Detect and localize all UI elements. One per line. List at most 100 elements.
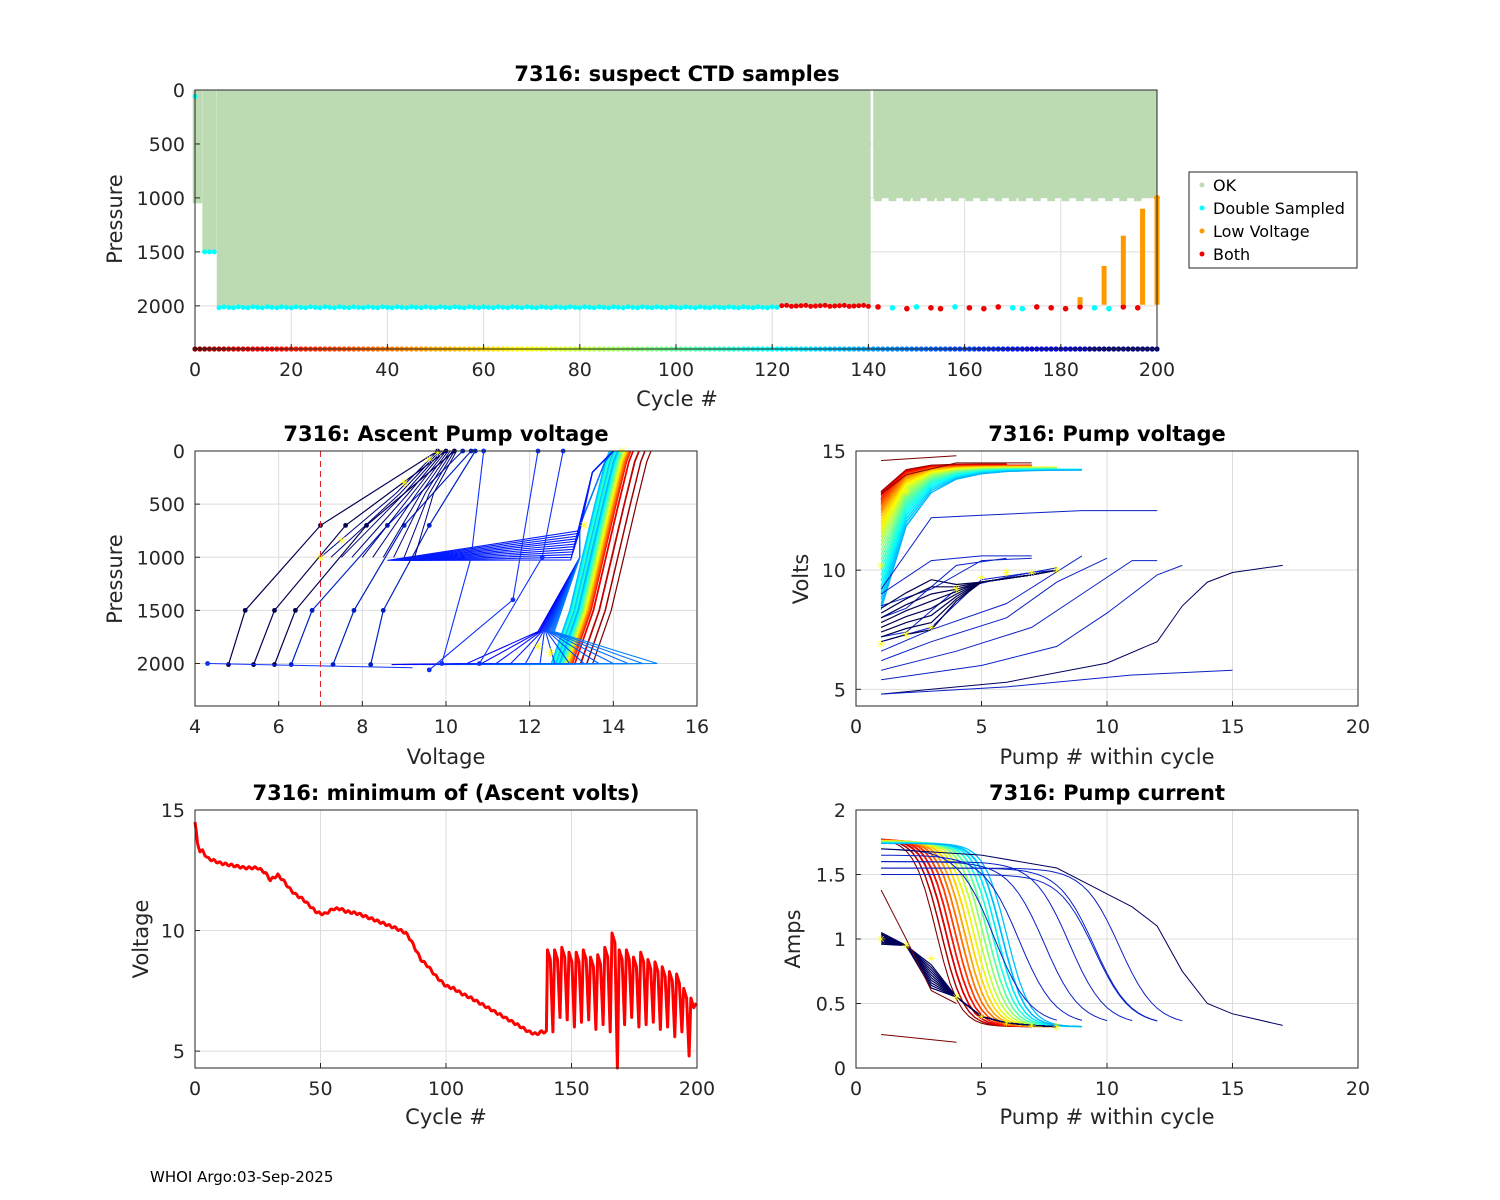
both-point [841, 302, 847, 308]
double-sampled-point [615, 304, 621, 310]
pump-current-line [881, 861, 1133, 1022]
p2-xtick-label: 8 [356, 716, 368, 738]
ascent-sample-point [309, 607, 315, 613]
p2-ytick-label: 2000 [137, 654, 185, 676]
double-sampled-point [649, 305, 655, 311]
both-point [779, 303, 785, 309]
pump-voltage-line [880, 555, 1032, 595]
ascent-sample-point [242, 607, 248, 613]
double-sampled-point [562, 305, 568, 311]
ascent-profile-line [565, 450, 625, 665]
ascent-sample-point [426, 522, 432, 528]
double-sampled-point [418, 305, 424, 311]
ok-shallow-band [873, 90, 1157, 198]
ascent-profile-line [273, 450, 455, 665]
ascent-profile-line [570, 450, 630, 665]
ascent-profile-line [568, 450, 629, 665]
double-sampled-point [721, 305, 727, 311]
double-sampled-point [668, 304, 674, 310]
p1-xtick-label: 20 [279, 359, 303, 381]
double-sampled-point [404, 305, 410, 311]
pump-current-line [881, 842, 1082, 1028]
double-sampled-point [230, 305, 236, 311]
pump-voltage-line [880, 557, 1032, 607]
bottom-flag-point [1062, 305, 1069, 312]
p1-xtick-label: 160 [946, 359, 982, 381]
double-sampled-point [235, 304, 241, 310]
double-sampled-point [394, 304, 400, 310]
ascent-profile-line [560, 450, 620, 665]
double-sampled-point [293, 304, 299, 310]
ascent-profile-line [361, 450, 447, 558]
ascent-sample-point [272, 607, 277, 613]
pump-current-marker-star: ✳ [1002, 1017, 1011, 1030]
double-sampled-point [630, 304, 636, 310]
both-point [822, 302, 828, 308]
pump-current-marker-star: ✳ [876, 933, 885, 946]
ascent-profile-line [253, 450, 447, 665]
both-point [788, 303, 794, 309]
bottom-flag-point [1106, 305, 1112, 312]
pumpa-ticks: 0 5 10 15 20 0 0.5 1 1.5 2 [816, 800, 1370, 1100]
pumpv-ylabel: Volts [789, 554, 813, 605]
ascent-marker-star: ✳ [315, 550, 325, 564]
p3-xtick-label: 15 [1220, 716, 1244, 738]
low-voltage-bar [1077, 297, 1083, 305]
ascent-marker-star: ✳ [579, 518, 589, 532]
pump-voltage-line [880, 557, 1108, 662]
footer-credit: WHOI Argo:03-Sep-2025 [150, 1168, 333, 1186]
ascent-profile-line [227, 450, 438, 665]
double-sampled-point [240, 304, 246, 310]
ascent-profile-line [332, 450, 472, 665]
double-sampled-point [596, 304, 602, 310]
ascent-sample-point [426, 667, 432, 673]
double-sampled-point [731, 304, 737, 310]
double-sampled-point [206, 249, 212, 255]
p4-ytick-label: 5 [173, 1041, 185, 1063]
legend-ok-label: OK [1213, 176, 1237, 195]
double-sampled-point [461, 305, 467, 311]
ascent-marker-star: ✳ [399, 476, 409, 490]
ascent-profile-line [567, 450, 628, 665]
bottom-flag-point [1033, 304, 1040, 310]
p1-ytick-label: 1500 [137, 242, 185, 264]
pump-voltage-line [880, 462, 1032, 495]
ascent-profile-line [551, 450, 612, 665]
double-sampled-point [692, 305, 698, 311]
pump-voltage-line [881, 564, 1183, 681]
both-point [784, 302, 790, 308]
double-sampled-point [331, 305, 337, 311]
double-sampled-point [591, 305, 597, 311]
suspect-data [192, 90, 1160, 352]
double-sampled-point [745, 304, 751, 310]
double-sampled-point [250, 304, 256, 310]
double-sampled-point [673, 304, 679, 310]
ascent-ylabel: Pressure [103, 534, 127, 624]
pump-voltage-line [880, 469, 1082, 607]
pump-current-line [881, 854, 1083, 1021]
p1-ytick-label: 1000 [137, 188, 185, 210]
double-sampled-point [423, 304, 429, 310]
ascent-sample-point [343, 522, 348, 528]
pump-voltage-line [880, 569, 1057, 609]
ascent-sample-point [439, 661, 445, 666]
pump-current-marker-star: ✳ [1052, 1021, 1061, 1034]
pump-voltage-marker-star: ✳ [1052, 564, 1061, 577]
p2-xtick-label: 4 [189, 716, 201, 738]
pump-voltage-line [881, 669, 1233, 695]
double-sampled-point [433, 305, 438, 311]
double-sampled-point [375, 305, 381, 311]
pump-current-longest-line [881, 848, 1283, 1026]
p2-ytick-label: 500 [149, 494, 185, 516]
double-sampled-point [259, 305, 265, 311]
double-sampled-point [341, 304, 347, 310]
ascent-sample-point [293, 607, 298, 613]
pump-current-line [881, 1034, 957, 1043]
suspect-xlabel: Cycle # [636, 387, 718, 411]
p4-ytick-label: 10 [161, 921, 185, 943]
pump-voltage-line [881, 455, 957, 461]
p2-xtick-label: 10 [434, 716, 458, 738]
minvolt-grid [194, 809, 698, 1068]
pump-voltage-line [880, 557, 1007, 619]
double-sampled-point [471, 304, 477, 310]
